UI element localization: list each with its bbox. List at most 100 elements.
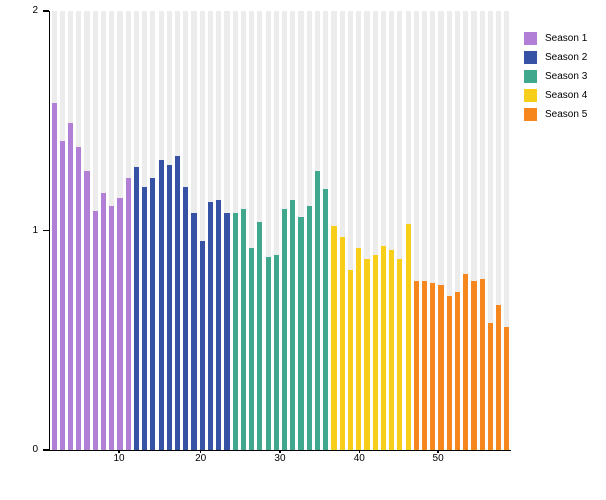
bar xyxy=(446,296,452,450)
bar xyxy=(109,206,115,450)
bar xyxy=(199,241,205,450)
bar-backdrop xyxy=(479,11,485,450)
bar xyxy=(372,254,378,450)
bar xyxy=(166,164,172,450)
bar-backdrop xyxy=(249,11,255,450)
bar-backdrop xyxy=(273,11,279,450)
legend-label: Season 3 xyxy=(545,71,588,82)
bar-backdrop xyxy=(364,11,370,450)
bar-backdrop xyxy=(421,11,428,450)
bar-backdrop xyxy=(356,11,362,450)
bar xyxy=(158,160,164,450)
bar xyxy=(356,248,362,450)
legend-swatch-icon xyxy=(524,108,537,121)
y-tick-mark xyxy=(43,449,49,451)
bar-backdrop xyxy=(389,11,395,450)
bar xyxy=(487,322,493,450)
x-tick-label: 20 xyxy=(195,453,207,464)
legend-label: Season 1 xyxy=(545,33,588,44)
bar xyxy=(273,254,279,450)
bar xyxy=(282,208,288,450)
x-tick-mark xyxy=(437,450,439,453)
bar xyxy=(430,283,436,450)
y-tick-label: 1 xyxy=(32,224,38,236)
bar xyxy=(265,256,271,450)
legend-label: Season 2 xyxy=(545,52,588,63)
y-tick-label: 0 xyxy=(32,444,38,455)
bar-backdrop xyxy=(380,11,386,450)
legend-swatch-icon xyxy=(524,89,537,102)
bar xyxy=(59,140,65,450)
bar-backdrop xyxy=(504,11,510,450)
bar xyxy=(339,237,345,450)
legend-swatch-icon xyxy=(524,32,537,45)
bar-backdrop xyxy=(487,11,493,450)
x-tick-mark xyxy=(358,450,360,453)
bar xyxy=(100,193,107,450)
x-tick-mark xyxy=(199,450,202,453)
bar xyxy=(298,217,304,450)
bar xyxy=(314,171,321,450)
y-tick-mark xyxy=(43,10,49,12)
x-tick-mark xyxy=(279,450,281,453)
x-tick-mark xyxy=(118,450,120,453)
plot-area xyxy=(49,11,511,451)
bar xyxy=(175,155,181,450)
legend-label: Season 4 xyxy=(545,90,588,101)
bar-backdrop xyxy=(397,11,403,450)
legend-swatch-icon xyxy=(524,70,537,83)
bar xyxy=(421,281,428,450)
bar-backdrop xyxy=(413,11,419,450)
bar xyxy=(405,223,411,450)
bar xyxy=(125,177,131,450)
bar xyxy=(67,122,74,450)
bar-backdrop xyxy=(339,11,345,450)
bar xyxy=(216,199,222,450)
bar xyxy=(240,208,247,450)
bar xyxy=(257,221,263,450)
bar xyxy=(117,197,123,450)
bar xyxy=(183,186,189,450)
bar-backdrop xyxy=(372,11,378,450)
bar xyxy=(389,250,395,450)
legend-label: Season 5 xyxy=(545,109,588,120)
bar xyxy=(331,226,337,450)
bar xyxy=(207,201,214,450)
bar-backdrop xyxy=(347,11,354,450)
bar xyxy=(463,274,469,450)
bar xyxy=(471,281,477,450)
bar-backdrop xyxy=(265,11,271,450)
bar xyxy=(306,206,312,450)
bar xyxy=(479,278,485,450)
x-tick-label: 40 xyxy=(353,453,365,464)
bar-backdrop xyxy=(438,11,444,450)
x-tick-label: 10 xyxy=(113,453,125,464)
bar xyxy=(290,199,296,450)
bar xyxy=(133,166,140,450)
bar xyxy=(224,212,230,450)
bar-backdrop xyxy=(463,11,469,450)
bar-backdrop xyxy=(471,11,477,450)
legend-swatch-icon xyxy=(524,51,537,64)
bar xyxy=(397,259,403,450)
bar xyxy=(323,188,329,450)
bar xyxy=(84,171,90,450)
bar xyxy=(380,245,386,450)
bar xyxy=(191,212,197,450)
bar xyxy=(364,259,370,450)
bar-backdrop xyxy=(446,11,452,450)
bar xyxy=(51,103,57,450)
bar xyxy=(232,212,238,450)
bar xyxy=(496,305,502,450)
y-tick-label: 2 xyxy=(32,5,38,16)
bar xyxy=(142,186,148,450)
bar-backdrop xyxy=(199,11,205,450)
bar xyxy=(347,270,354,450)
bar xyxy=(249,248,255,450)
bar xyxy=(150,177,156,450)
y-tick-mark xyxy=(43,229,49,232)
x-tick-label: 50 xyxy=(432,453,444,464)
bar xyxy=(504,327,510,450)
bar-backdrop xyxy=(496,11,502,450)
